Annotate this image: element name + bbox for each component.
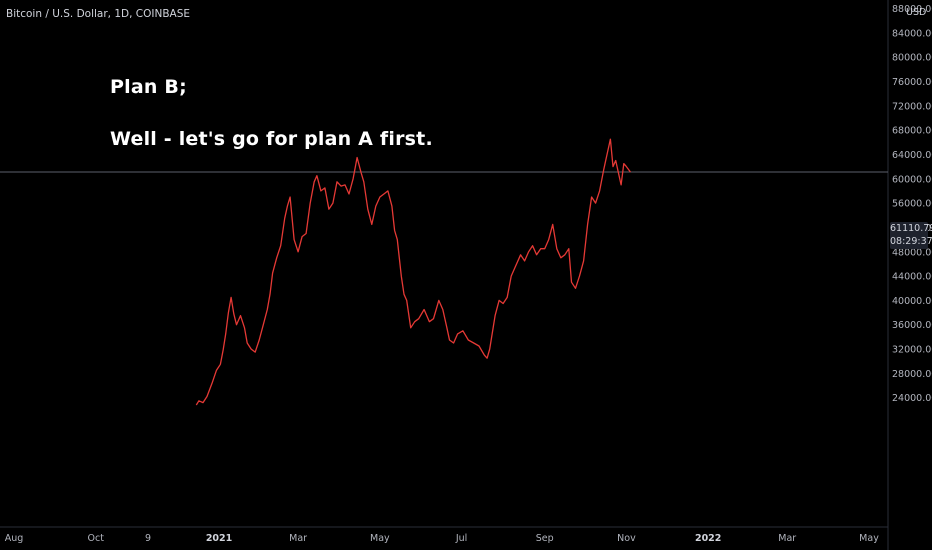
price-tick-label: 36000.00 <box>892 320 932 331</box>
price-tick-label: 24000.00 <box>892 393 932 404</box>
time-tick-label: 2022 <box>695 533 721 544</box>
price-tick-label: 68000.00 <box>892 126 932 137</box>
price-tick-label: 72000.00 <box>892 101 932 112</box>
time-tick-label: Jul <box>455 533 467 544</box>
time-tick-label: Nov <box>617 533 636 544</box>
price-tick-label: 88000.00 <box>892 4 932 15</box>
last-price-tag: 61110.79 08:29:37 <box>890 222 932 249</box>
price-tick-label: 32000.00 <box>892 345 932 356</box>
series-line-btcusd <box>195 138 632 406</box>
price-tick-label: 28000.00 <box>892 369 932 380</box>
price-tick-label: 44000.00 <box>892 272 932 283</box>
time-tick-label: Aug <box>5 533 24 544</box>
currency-label[interactable]: USD <box>906 7 927 18</box>
time-tick-label: 2021 <box>206 533 232 544</box>
time-tick-label: May <box>370 533 390 544</box>
time-tick-label: Mar <box>778 533 796 544</box>
time-tick-label: May <box>859 533 879 544</box>
annotation-text-plan-b: Plan B; <box>110 76 187 98</box>
price-tick-label: 76000.00 <box>892 77 932 88</box>
price-tick-label: 84000.00 <box>892 28 932 39</box>
last-price-value: 61110.79 <box>890 223 932 234</box>
time-tick-label: 9 <box>145 533 151 544</box>
price-axis-labels[interactable]: 24000.00 28000.00 32000.00 36000.00 40000.00… <box>892 4 932 404</box>
price-tick-label: 56000.00 <box>892 199 932 210</box>
price-tick-label: 80000.00 <box>892 53 932 64</box>
time-tick-label: Mar <box>289 533 307 544</box>
symbol-title[interactable]: Bitcoin / U.S. Dollar, 1D, COINBASE <box>6 8 191 20</box>
price-tick-label: 60000.00 <box>892 174 932 185</box>
price-tick-label: 40000.00 <box>892 296 932 307</box>
bar-countdown: 08:29:37 <box>890 236 932 247</box>
price-tick-label: 48000.00 <box>892 247 932 258</box>
time-axis-labels[interactable]: Aug Oct 9 2021 Mar May Jul Sep Nov 2022 Mar May <box>5 533 879 544</box>
time-tick-label: Oct <box>88 533 105 544</box>
annotation-text-plan-a: Well - let's go for plan A first. <box>110 128 433 150</box>
price-tick-label: 64000.00 <box>892 150 932 161</box>
time-tick-label: Sep <box>536 533 554 544</box>
